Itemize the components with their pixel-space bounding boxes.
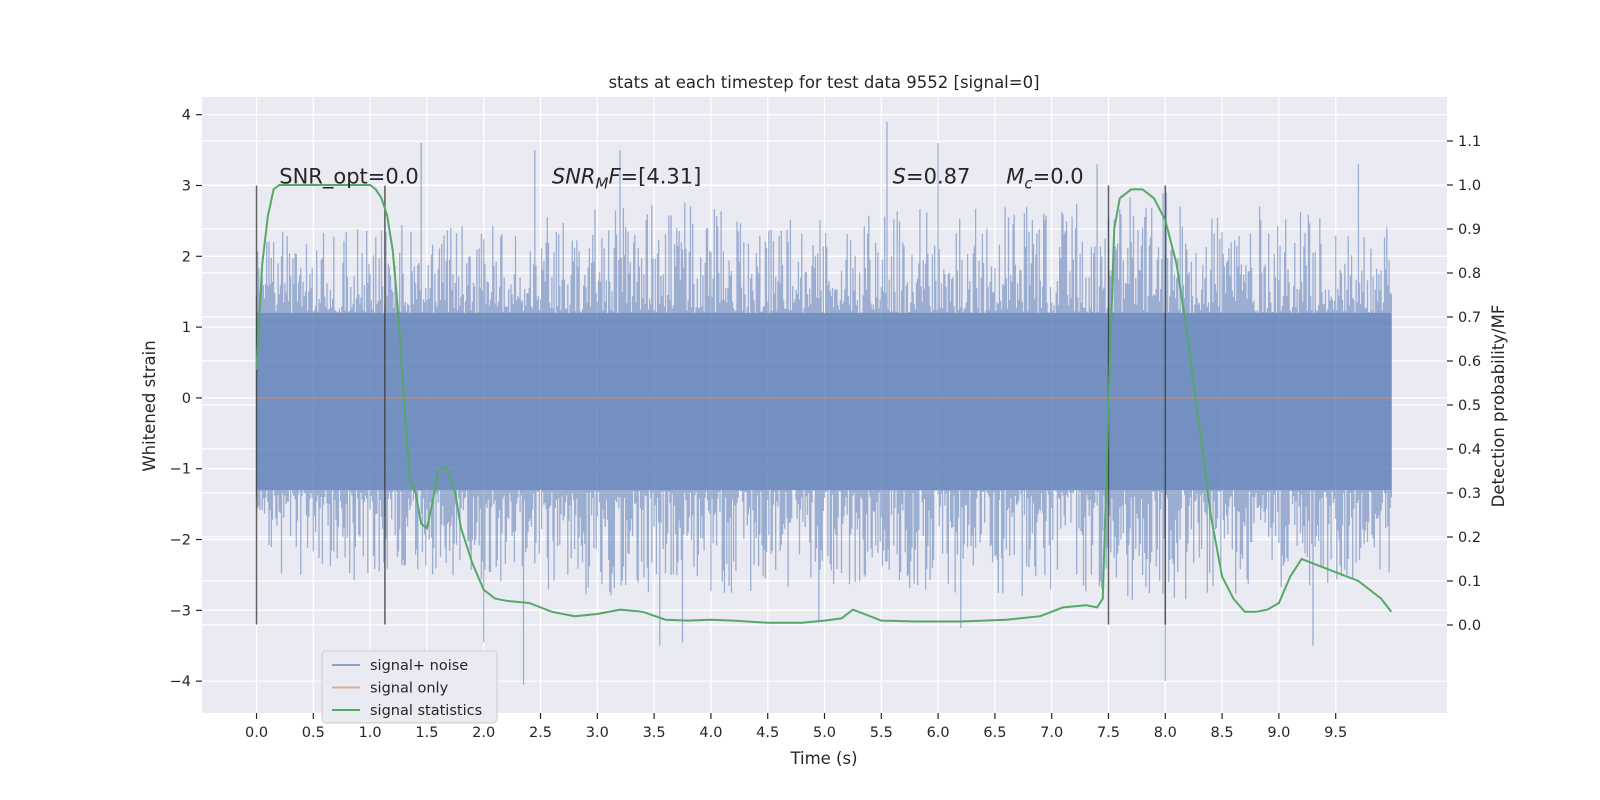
x-tick-label: 9.5 (1324, 725, 1347, 741)
x-tick-label: 2.5 (529, 725, 552, 741)
annotations: SNR_opt=0.0 SNRMF=[4.31] S=0.87 Mc=0.0 (279, 165, 1083, 193)
y-right-tick-label: 1.1 (1458, 134, 1481, 150)
x-tick-label: 7.0 (1040, 725, 1063, 741)
y-right-tick-label: 0.4 (1458, 442, 1481, 458)
y-left-tick-label: 1 (182, 320, 191, 336)
y-left-tick-label: −4 (170, 674, 191, 690)
x-tick-label: 8.0 (1154, 725, 1177, 741)
x-tick-label: 5.5 (870, 725, 893, 741)
y-axis-label-left: Whitened strain (140, 340, 159, 471)
x-tick-label: 0.5 (302, 725, 325, 741)
x-axis: 0.0 0.5 1.0 1.5 2.0 2.5 3.0 3.5 4.0 4.5 5.0 5.5 6.0 6… (245, 713, 1347, 741)
annotation-snr-opt: SNR_opt=0.0 (279, 165, 419, 190)
x-tick-label: 2.0 (472, 725, 495, 741)
y-right-tick-label: 0.0 (1458, 618, 1481, 634)
y-axis-left: −4 −3 −2 −1 0 1 2 3 4 (170, 108, 202, 690)
x-tick-label: 5.0 (813, 725, 836, 741)
y-left-tick-label: 4 (182, 108, 191, 124)
legend-label: signal statistics (370, 703, 482, 719)
x-tick-label: 8.5 (1211, 725, 1234, 741)
y-left-tick-label: 0 (182, 391, 191, 407)
x-tick-label: 1.5 (415, 725, 438, 741)
y-left-tick-label: −2 (170, 533, 191, 549)
y-right-tick-label: 0.3 (1458, 486, 1481, 502)
annotation-mc: Mc=0.0 (1006, 165, 1083, 193)
x-axis-label: Time (s) (789, 749, 857, 768)
y-axis-right: 0.0 0.1 0.2 0.3 0.4 0.5 0.6 0.7 0.8 0.9 1.0 1.1 (1447, 134, 1481, 634)
x-tick-label: 9.0 (1267, 725, 1290, 741)
x-tick-label: 3.0 (586, 725, 609, 741)
x-tick-label: 3.5 (643, 725, 666, 741)
x-tick-label: 0.0 (245, 725, 268, 741)
x-tick-label: 6.5 (983, 725, 1006, 741)
y-right-tick-label: 0.6 (1458, 354, 1481, 370)
y-left-tick-label: −3 (170, 603, 191, 619)
annotation-snr-mf: SNRMF=[4.31] (552, 165, 701, 193)
y-left-tick-label: 2 (182, 249, 191, 265)
x-tick-label: 4.5 (756, 725, 779, 741)
y-right-tick-label: 0.1 (1458, 574, 1481, 590)
legend: signal+ noise signal only signal statistic… (321, 650, 498, 724)
annotation-s: S=0.87 (893, 165, 971, 189)
y-right-tick-label: 0.5 (1458, 398, 1481, 414)
x-tick-label: 6.0 (927, 725, 950, 741)
signal-noise-series (255, 121, 1392, 685)
y-right-tick-label: 0.8 (1458, 266, 1481, 282)
x-tick-label: 4.0 (699, 725, 722, 741)
legend-box (321, 650, 498, 724)
y-right-tick-label: 0.9 (1458, 222, 1481, 238)
x-tick-label: 7.5 (1097, 725, 1120, 741)
signal-statistics-series (255, 184, 1393, 624)
x-tick-label: 1.0 (359, 725, 382, 741)
y-right-tick-label: 0.2 (1458, 530, 1481, 546)
y-left-tick-label: 3 (182, 179, 191, 195)
y-right-tick-label: 1.0 (1458, 178, 1481, 194)
y-right-tick-label: 0.7 (1458, 310, 1481, 326)
legend-label: signal only (370, 681, 449, 697)
y-left-tick-label: −1 (170, 462, 191, 478)
y-axis-label-right: Detection probability/MF (1489, 305, 1508, 508)
legend-label: signal+ noise (370, 658, 468, 674)
chart-title: stats at each timestep for test data 955… (608, 73, 1039, 92)
